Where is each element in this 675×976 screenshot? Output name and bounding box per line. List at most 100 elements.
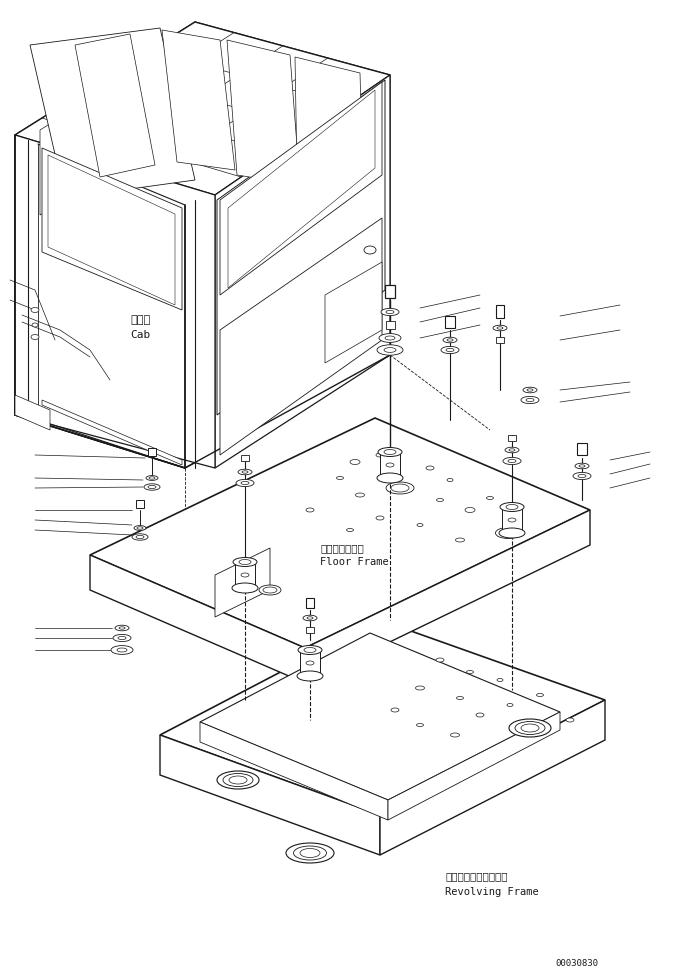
Ellipse shape xyxy=(306,508,314,512)
Ellipse shape xyxy=(236,479,254,487)
Ellipse shape xyxy=(384,347,396,352)
Text: キャブ: キャブ xyxy=(130,315,151,325)
Ellipse shape xyxy=(450,733,460,737)
Polygon shape xyxy=(148,448,156,456)
Polygon shape xyxy=(48,155,175,305)
Polygon shape xyxy=(15,22,390,468)
Ellipse shape xyxy=(239,559,251,564)
Ellipse shape xyxy=(456,538,464,542)
Ellipse shape xyxy=(111,645,133,654)
Ellipse shape xyxy=(376,516,384,520)
Ellipse shape xyxy=(500,503,524,511)
Ellipse shape xyxy=(307,617,313,619)
Ellipse shape xyxy=(378,448,402,457)
Polygon shape xyxy=(75,34,155,177)
Polygon shape xyxy=(40,80,120,215)
Ellipse shape xyxy=(527,388,533,391)
Ellipse shape xyxy=(381,308,399,315)
Polygon shape xyxy=(160,735,380,855)
Ellipse shape xyxy=(537,694,543,697)
Polygon shape xyxy=(445,316,455,328)
Ellipse shape xyxy=(32,323,38,327)
Ellipse shape xyxy=(304,647,316,653)
Ellipse shape xyxy=(446,348,454,351)
Ellipse shape xyxy=(300,848,320,858)
Polygon shape xyxy=(380,452,400,478)
Polygon shape xyxy=(30,28,195,198)
Ellipse shape xyxy=(346,528,354,532)
Polygon shape xyxy=(241,455,249,462)
Ellipse shape xyxy=(364,246,376,254)
Ellipse shape xyxy=(508,518,516,522)
Ellipse shape xyxy=(391,484,409,492)
Ellipse shape xyxy=(286,843,334,863)
Ellipse shape xyxy=(241,481,249,485)
Polygon shape xyxy=(295,57,363,185)
Polygon shape xyxy=(15,135,215,468)
Ellipse shape xyxy=(509,719,551,737)
Polygon shape xyxy=(215,548,270,617)
Ellipse shape xyxy=(497,678,503,681)
Ellipse shape xyxy=(306,661,314,665)
Polygon shape xyxy=(220,218,382,455)
Text: Floor Frame: Floor Frame xyxy=(320,557,389,567)
Ellipse shape xyxy=(437,499,443,502)
Polygon shape xyxy=(90,555,305,683)
Ellipse shape xyxy=(506,505,518,509)
Text: レボルビングフレーム: レボルビングフレーム xyxy=(445,871,508,881)
Polygon shape xyxy=(577,443,587,455)
Ellipse shape xyxy=(146,475,158,480)
Ellipse shape xyxy=(136,536,144,539)
Ellipse shape xyxy=(441,346,459,353)
Ellipse shape xyxy=(426,466,434,470)
Ellipse shape xyxy=(259,585,281,595)
Ellipse shape xyxy=(238,469,252,474)
Polygon shape xyxy=(200,633,560,800)
Ellipse shape xyxy=(356,493,365,497)
Ellipse shape xyxy=(217,771,259,789)
Ellipse shape xyxy=(132,534,148,540)
Ellipse shape xyxy=(377,473,403,483)
Polygon shape xyxy=(380,700,605,855)
Polygon shape xyxy=(42,148,182,310)
Ellipse shape xyxy=(242,470,248,473)
Polygon shape xyxy=(385,321,394,329)
Polygon shape xyxy=(15,22,390,195)
Ellipse shape xyxy=(350,460,360,465)
Ellipse shape xyxy=(417,523,423,526)
Ellipse shape xyxy=(573,472,591,479)
Ellipse shape xyxy=(476,713,484,717)
Ellipse shape xyxy=(379,334,401,343)
Ellipse shape xyxy=(507,704,513,707)
Ellipse shape xyxy=(148,485,156,489)
Ellipse shape xyxy=(505,447,519,453)
Polygon shape xyxy=(305,510,590,683)
Polygon shape xyxy=(228,90,375,288)
Ellipse shape xyxy=(144,484,160,490)
Ellipse shape xyxy=(499,528,525,538)
Polygon shape xyxy=(235,562,255,588)
Ellipse shape xyxy=(503,458,521,465)
Ellipse shape xyxy=(119,627,125,630)
Ellipse shape xyxy=(303,615,317,621)
Ellipse shape xyxy=(575,464,589,468)
Ellipse shape xyxy=(31,335,39,340)
Ellipse shape xyxy=(416,723,423,726)
Polygon shape xyxy=(496,305,504,318)
Polygon shape xyxy=(15,395,50,430)
Ellipse shape xyxy=(134,526,146,530)
Polygon shape xyxy=(502,507,522,533)
Ellipse shape xyxy=(526,398,534,401)
Ellipse shape xyxy=(579,465,585,468)
Ellipse shape xyxy=(466,671,473,673)
Polygon shape xyxy=(215,75,390,468)
Polygon shape xyxy=(508,434,516,441)
Ellipse shape xyxy=(447,478,453,481)
Ellipse shape xyxy=(386,482,414,494)
Ellipse shape xyxy=(465,508,475,512)
Polygon shape xyxy=(300,650,320,676)
Polygon shape xyxy=(388,712,560,820)
Ellipse shape xyxy=(376,453,384,457)
Ellipse shape xyxy=(223,774,253,787)
Ellipse shape xyxy=(497,327,503,329)
